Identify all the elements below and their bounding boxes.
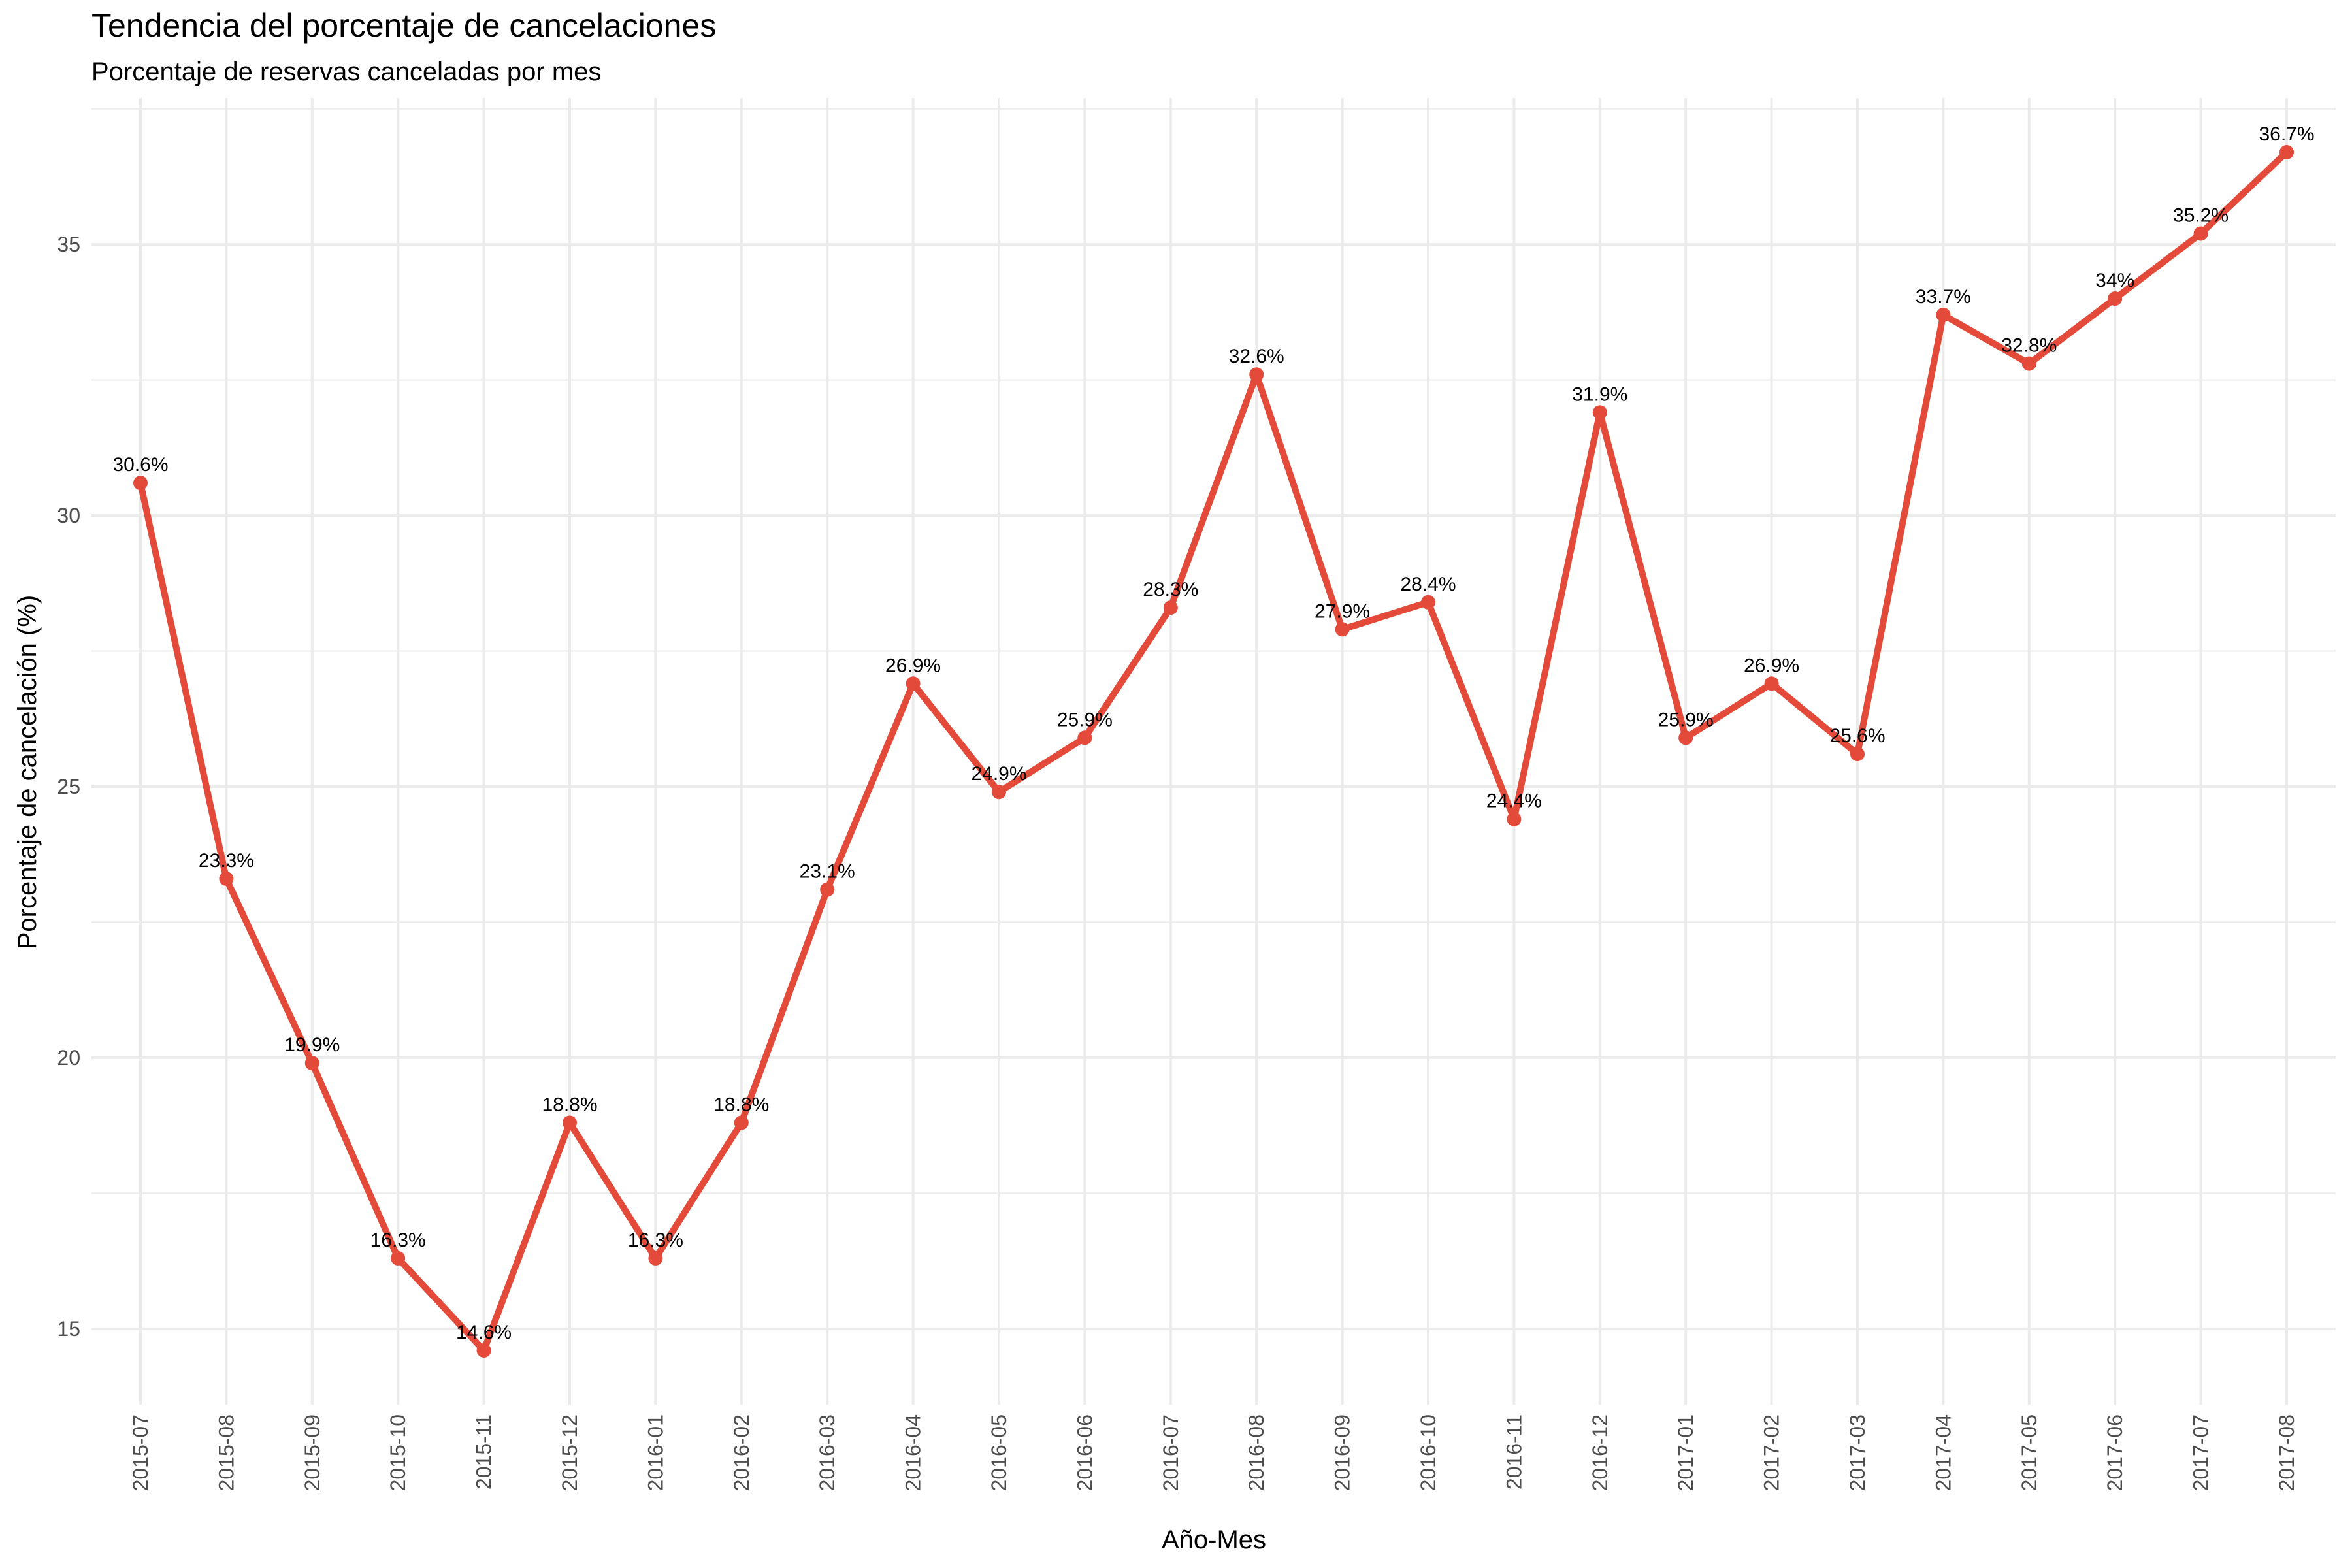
data-label: 23.3% <box>199 850 254 872</box>
y-tick-label: 15 <box>57 1317 80 1341</box>
data-labels: 30.6% 23.3% 19.9% 16.3% 14.6% 18.8% 16.3% 18.8%… <box>112 123 2314 1343</box>
data-label: 31.9% <box>1572 384 1627 405</box>
x-tick-label: 2017-08 <box>2275 1414 2298 1491</box>
x-tick-label: 2016-09 <box>1331 1414 1354 1491</box>
y-tick-label: 20 <box>57 1046 80 1070</box>
x-tick-label: 2016-11 <box>1502 1414 1526 1490</box>
x-tick-label: 2017-04 <box>1931 1414 1955 1491</box>
data-point <box>1163 600 1178 615</box>
y-tick-label: 30 <box>57 504 80 527</box>
data-point <box>1764 676 1779 691</box>
y-axis-ticks: 15 20 25 30 35 <box>57 233 80 1341</box>
x-tick-label: 2016-06 <box>1073 1414 1096 1491</box>
data-point <box>133 476 148 491</box>
x-tick-label: 2015-07 <box>129 1414 152 1491</box>
data-label: 28.4% <box>1400 574 1456 595</box>
x-tick-label: 2015-10 <box>386 1414 410 1491</box>
x-tick-label: 2016-04 <box>902 1414 925 1491</box>
data-point <box>219 872 234 887</box>
x-tick-label: 2016-02 <box>730 1414 753 1491</box>
data-point <box>391 1250 406 1266</box>
data-label: 26.9% <box>885 655 941 676</box>
data-label: 18.8% <box>542 1094 597 1115</box>
x-tick-label: 2015-08 <box>214 1414 238 1491</box>
data-point <box>1421 595 1435 610</box>
data-label: 24.4% <box>1486 791 1542 812</box>
x-tick-label: 2017-01 <box>1674 1414 1697 1491</box>
x-tick-label: 2017-05 <box>2017 1414 2041 1491</box>
data-point <box>2279 144 2294 159</box>
data-point <box>1335 622 1350 637</box>
data-label: 26.9% <box>1744 655 1799 676</box>
data-label: 30.6% <box>112 454 168 476</box>
x-tick-label: 2017-07 <box>2189 1414 2213 1491</box>
data-label: 14.6% <box>456 1322 512 1343</box>
data-point <box>1507 811 1522 826</box>
data-label: 16.3% <box>370 1230 426 1251</box>
series-line <box>137 149 2290 1354</box>
data-label: 23.1% <box>800 861 855 883</box>
data-label: 27.9% <box>1315 600 1370 622</box>
data-label: 28.3% <box>1143 579 1198 600</box>
y-tick-label: 35 <box>57 233 80 256</box>
chart-title: Tendencia del porcentaje de cancelacione… <box>91 7 717 44</box>
x-tick-label: 2017-06 <box>2103 1414 2127 1491</box>
x-tick-label: 2016-03 <box>815 1414 839 1491</box>
data-point <box>1592 405 1607 420</box>
data-point <box>734 1115 749 1130</box>
data-label: 18.8% <box>713 1094 769 1115</box>
data-label: 33.7% <box>1916 286 1971 308</box>
data-label: 24.9% <box>971 763 1026 785</box>
data-point <box>2021 356 2036 371</box>
data-point <box>648 1250 663 1266</box>
x-axis-title: Año-Mes <box>1162 1526 1266 1554</box>
data-point <box>992 785 1006 800</box>
data-point <box>2193 226 2208 241</box>
data-label: 25.9% <box>1057 709 1113 730</box>
data-point <box>476 1343 491 1358</box>
data-point <box>906 676 921 691</box>
y-tick-label: 25 <box>57 775 80 798</box>
grid-layer <box>91 98 2336 1405</box>
data-point <box>1077 730 1092 745</box>
data-point <box>304 1056 319 1071</box>
data-point <box>1678 730 1693 745</box>
series-layer <box>133 144 2294 1358</box>
data-label: 25.6% <box>1829 725 1885 747</box>
x-tick-label: 2015-12 <box>558 1414 581 1491</box>
x-tick-label: 2017-02 <box>1760 1414 1784 1491</box>
data-point <box>1850 747 1865 762</box>
x-tick-label: 2015-09 <box>301 1414 324 1491</box>
data-label: 35.2% <box>2173 204 2229 226</box>
x-tick-label: 2016-01 <box>644 1414 667 1491</box>
x-tick-label: 2016-05 <box>987 1414 1011 1491</box>
data-label: 34% <box>2095 270 2134 291</box>
x-tick-label: 2016-08 <box>1245 1414 1268 1491</box>
data-label: 25.9% <box>1658 709 1714 730</box>
data-label: 32.6% <box>1229 346 1284 367</box>
x-tick-label: 2015-11 <box>472 1414 496 1490</box>
x-tick-label: 2016-10 <box>1416 1414 1440 1491</box>
data-point <box>1249 367 1264 382</box>
data-point <box>1936 307 1951 322</box>
data-point <box>820 882 835 897</box>
data-label: 16.3% <box>628 1230 683 1251</box>
data-point <box>2108 291 2123 306</box>
x-tick-label: 2017-03 <box>1846 1414 1869 1491</box>
x-tick-label: 2016-07 <box>1159 1414 1183 1491</box>
data-label: 36.7% <box>2259 123 2314 145</box>
data-label: 32.8% <box>2001 335 2057 357</box>
x-tick-label: 2016-12 <box>1588 1414 1612 1491</box>
x-axis-ticks: 2015-07 2015-08 2015-09 2015-10 2015-11 2015-… <box>129 1414 2298 1491</box>
chart-subtitle: Porcentaje de reservas canceladas por me… <box>91 57 602 86</box>
data-point <box>563 1115 577 1130</box>
data-label: 19.9% <box>284 1034 340 1056</box>
y-axis-title: Porcentaje de cancelación (%) <box>13 595 42 950</box>
